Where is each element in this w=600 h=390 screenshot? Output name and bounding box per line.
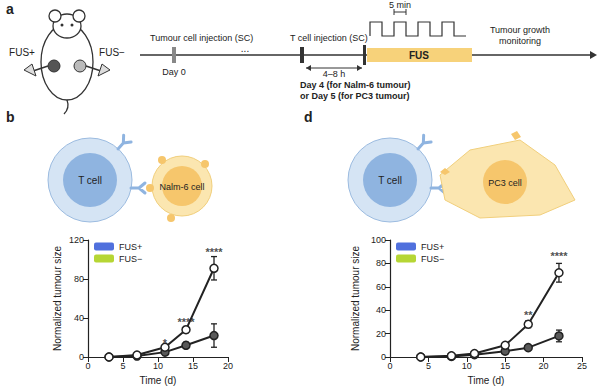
svg-text:d: d [304, 109, 313, 125]
svg-text:0: 0 [387, 361, 392, 371]
svg-text:PC3 cell: PC3 cell [488, 178, 522, 188]
svg-text:4–8 h: 4–8 h [323, 69, 346, 79]
svg-text:40: 40 [74, 313, 84, 323]
svg-text:5: 5 [426, 361, 431, 371]
svg-text:0: 0 [79, 352, 84, 362]
svg-text:100: 100 [371, 235, 386, 245]
svg-text:Time (d): Time (d) [140, 375, 177, 386]
svg-text:****: **** [177, 316, 195, 328]
svg-text:FUS−: FUS− [119, 254, 142, 264]
svg-text:60: 60 [376, 282, 386, 292]
svg-text:80: 80 [376, 258, 386, 268]
svg-text:Day 4 (for Nalm-6 tumour): Day 4 (for Nalm-6 tumour) [300, 80, 411, 90]
svg-text:FUS+: FUS+ [9, 47, 35, 58]
svg-text:0: 0 [85, 361, 90, 371]
svg-text:20: 20 [539, 361, 549, 371]
svg-text:****: **** [550, 250, 568, 262]
svg-text:Tumour cell injection (SC): Tumour cell injection (SC) [150, 33, 253, 43]
svg-text:5: 5 [120, 361, 125, 371]
svg-text:Time (d): Time (d) [468, 375, 505, 386]
svg-text:a: a [6, 1, 14, 17]
svg-text:or Day 5 (for PC3 tumour): or Day 5 (for PC3 tumour) [300, 91, 410, 101]
svg-text:FUS−: FUS− [99, 47, 125, 58]
svg-text:T cell injection (SC): T cell injection (SC) [290, 33, 368, 43]
svg-text:20: 20 [223, 361, 233, 371]
svg-text:15: 15 [188, 361, 198, 371]
svg-text:b: b [6, 109, 15, 125]
svg-text:Tumour growth: Tumour growth [490, 25, 550, 35]
svg-text:10: 10 [153, 361, 163, 371]
svg-text:T cell: T cell [378, 175, 402, 186]
svg-text:FUS−: FUS− [421, 254, 444, 264]
svg-text:**: ** [524, 309, 533, 321]
svg-text:120: 120 [69, 235, 84, 245]
svg-text:Normalized tumour size: Normalized tumour size [350, 246, 361, 351]
svg-text:****: **** [205, 246, 223, 258]
svg-text:25: 25 [577, 361, 587, 371]
svg-text:*: * [163, 337, 168, 349]
svg-text:FUS+: FUS+ [421, 242, 444, 252]
svg-text:0: 0 [381, 352, 386, 362]
svg-text:5 min: 5 min [389, 0, 411, 10]
svg-text:Normalized tumour size: Normalized tumour size [52, 246, 63, 351]
svg-text:T cell: T cell [78, 175, 102, 186]
svg-text:15: 15 [500, 361, 510, 371]
svg-text:40: 40 [376, 305, 386, 315]
svg-text:monitoring: monitoring [499, 36, 541, 46]
svg-text:FUS+: FUS+ [119, 242, 142, 252]
svg-text:FUS: FUS [409, 50, 429, 61]
svg-text:Day 0: Day 0 [162, 67, 186, 77]
svg-text:20: 20 [376, 329, 386, 339]
svg-text:...: ... [241, 43, 249, 54]
svg-text:10: 10 [462, 361, 472, 371]
svg-text:Nalm-6 cell: Nalm-6 cell [159, 182, 204, 192]
svg-text:80: 80 [74, 274, 84, 284]
